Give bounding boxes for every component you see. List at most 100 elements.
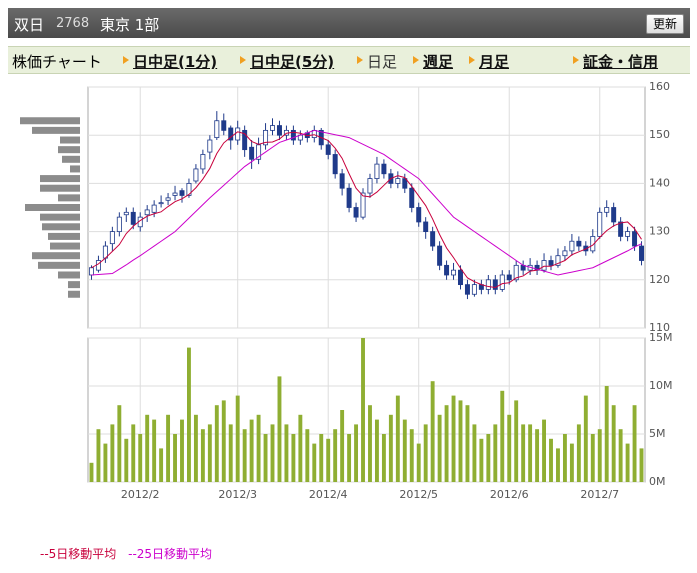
candle-body	[541, 260, 547, 271]
nav-link[interactable]: 週足	[411, 51, 453, 72]
candle-body	[270, 125, 275, 131]
candle-body	[339, 173, 345, 189]
nav-link[interactable]: 証金・信用	[571, 51, 658, 72]
volume-bar	[472, 424, 477, 482]
volume-bar	[187, 347, 191, 482]
candle-body	[611, 207, 617, 223]
volume-bar	[354, 424, 359, 482]
volume-bar	[423, 424, 428, 482]
chart: 110 120 130 140 150 160 0M 5M 10M 15M 2012/2 2012/3…	[20, 80, 673, 501]
volume-bar	[500, 390, 505, 482]
candle-body	[360, 192, 366, 218]
candle-body	[430, 231, 436, 247]
refresh-button[interactable]: 更新	[645, 14, 684, 34]
volume-bar	[291, 434, 296, 482]
nav-link[interactable]: 日中足(1分)	[121, 51, 217, 72]
nav-link[interactable]: 日中足(5分)	[238, 51, 334, 72]
candle-body	[639, 245, 645, 261]
volume-bar	[277, 376, 282, 482]
volume-bar	[347, 434, 352, 482]
volume-bar	[138, 434, 143, 482]
y-tick-label: 150	[649, 128, 670, 141]
nav-link[interactable]: 月足	[467, 51, 509, 72]
candle-body	[109, 231, 115, 245]
y-tick-label: 5M	[649, 427, 666, 440]
price-volume-bar	[50, 242, 80, 250]
candle-body	[485, 279, 491, 290]
candle-body	[576, 240, 582, 247]
volume-bar	[89, 462, 94, 482]
candle-body	[88, 267, 94, 276]
candle-body	[276, 125, 282, 136]
volume-bar	[256, 414, 261, 482]
volume-bar	[416, 443, 421, 482]
volume-bar	[131, 424, 136, 482]
candle-body	[186, 182, 192, 196]
x-tick-label: 2012/6	[490, 488, 529, 501]
price-panel	[87, 86, 646, 329]
candle-body	[569, 240, 575, 252]
candle-body	[179, 190, 185, 196]
volume-bar	[235, 395, 240, 482]
x-tick-label: 2012/3	[218, 488, 257, 501]
candle-body	[555, 255, 561, 266]
candle-body	[416, 207, 422, 223]
volume-bar	[395, 395, 400, 482]
candle-body	[200, 154, 206, 170]
candle-body	[444, 264, 450, 276]
volume-bar	[486, 434, 491, 482]
volume-bar	[444, 405, 449, 482]
volume-bar	[451, 395, 456, 482]
price-volume-bar	[20, 117, 80, 125]
candle-body	[214, 120, 220, 139]
volume-bar	[388, 414, 393, 482]
price-volume-bar	[38, 261, 80, 269]
volume-bar	[152, 419, 157, 482]
candle-body	[597, 211, 603, 237]
candle-body	[207, 139, 213, 153]
volume-bar	[200, 429, 205, 482]
y-tick-label: 15M	[649, 331, 673, 344]
y-tick-label: 120	[649, 273, 670, 286]
price-volume-bar	[58, 146, 80, 154]
candle-body	[193, 168, 199, 182]
volume-bar	[312, 443, 317, 482]
volume-bar	[556, 448, 560, 482]
volume-bar	[298, 414, 303, 482]
volume-bar	[479, 438, 484, 482]
candle-body	[562, 250, 568, 257]
volume-bar	[430, 381, 435, 482]
volume-bar	[326, 438, 331, 482]
price-volume-bar	[40, 213, 80, 221]
volume-bar	[124, 438, 129, 482]
y-tick-label: 160	[649, 80, 670, 93]
stock-name: 双日	[14, 16, 45, 34]
candle-body	[492, 279, 498, 290]
volume-bar	[166, 414, 171, 482]
y-tick-label: 140	[649, 176, 670, 189]
volume-bar	[507, 414, 512, 482]
price-volume-bar	[42, 223, 80, 231]
price-volume-bar	[68, 281, 80, 289]
volume-bar	[340, 410, 345, 482]
volume-bar	[625, 443, 630, 482]
volume-bar	[521, 424, 526, 482]
candle-body	[506, 274, 512, 281]
candle-body	[144, 209, 150, 216]
volume-bar	[549, 438, 553, 482]
volume-panel	[87, 337, 646, 483]
price-volume-bar	[25, 204, 80, 211]
candle-body	[590, 236, 596, 252]
legend-entry: --5日移動平均	[40, 547, 117, 561]
volume-bar	[493, 424, 498, 482]
volume-bar	[381, 434, 386, 482]
volume-bar	[221, 400, 226, 482]
volume-bar	[214, 405, 219, 482]
nav-bar: 株価チャート 日中足(1分) 日中足(5分) 日足 週足 月足 証金・信用	[8, 46, 690, 74]
volume-bar	[96, 429, 101, 482]
candle-body	[249, 146, 255, 160]
volume-bar	[576, 424, 581, 482]
volume-bar	[562, 434, 567, 482]
candle-body	[242, 129, 248, 151]
